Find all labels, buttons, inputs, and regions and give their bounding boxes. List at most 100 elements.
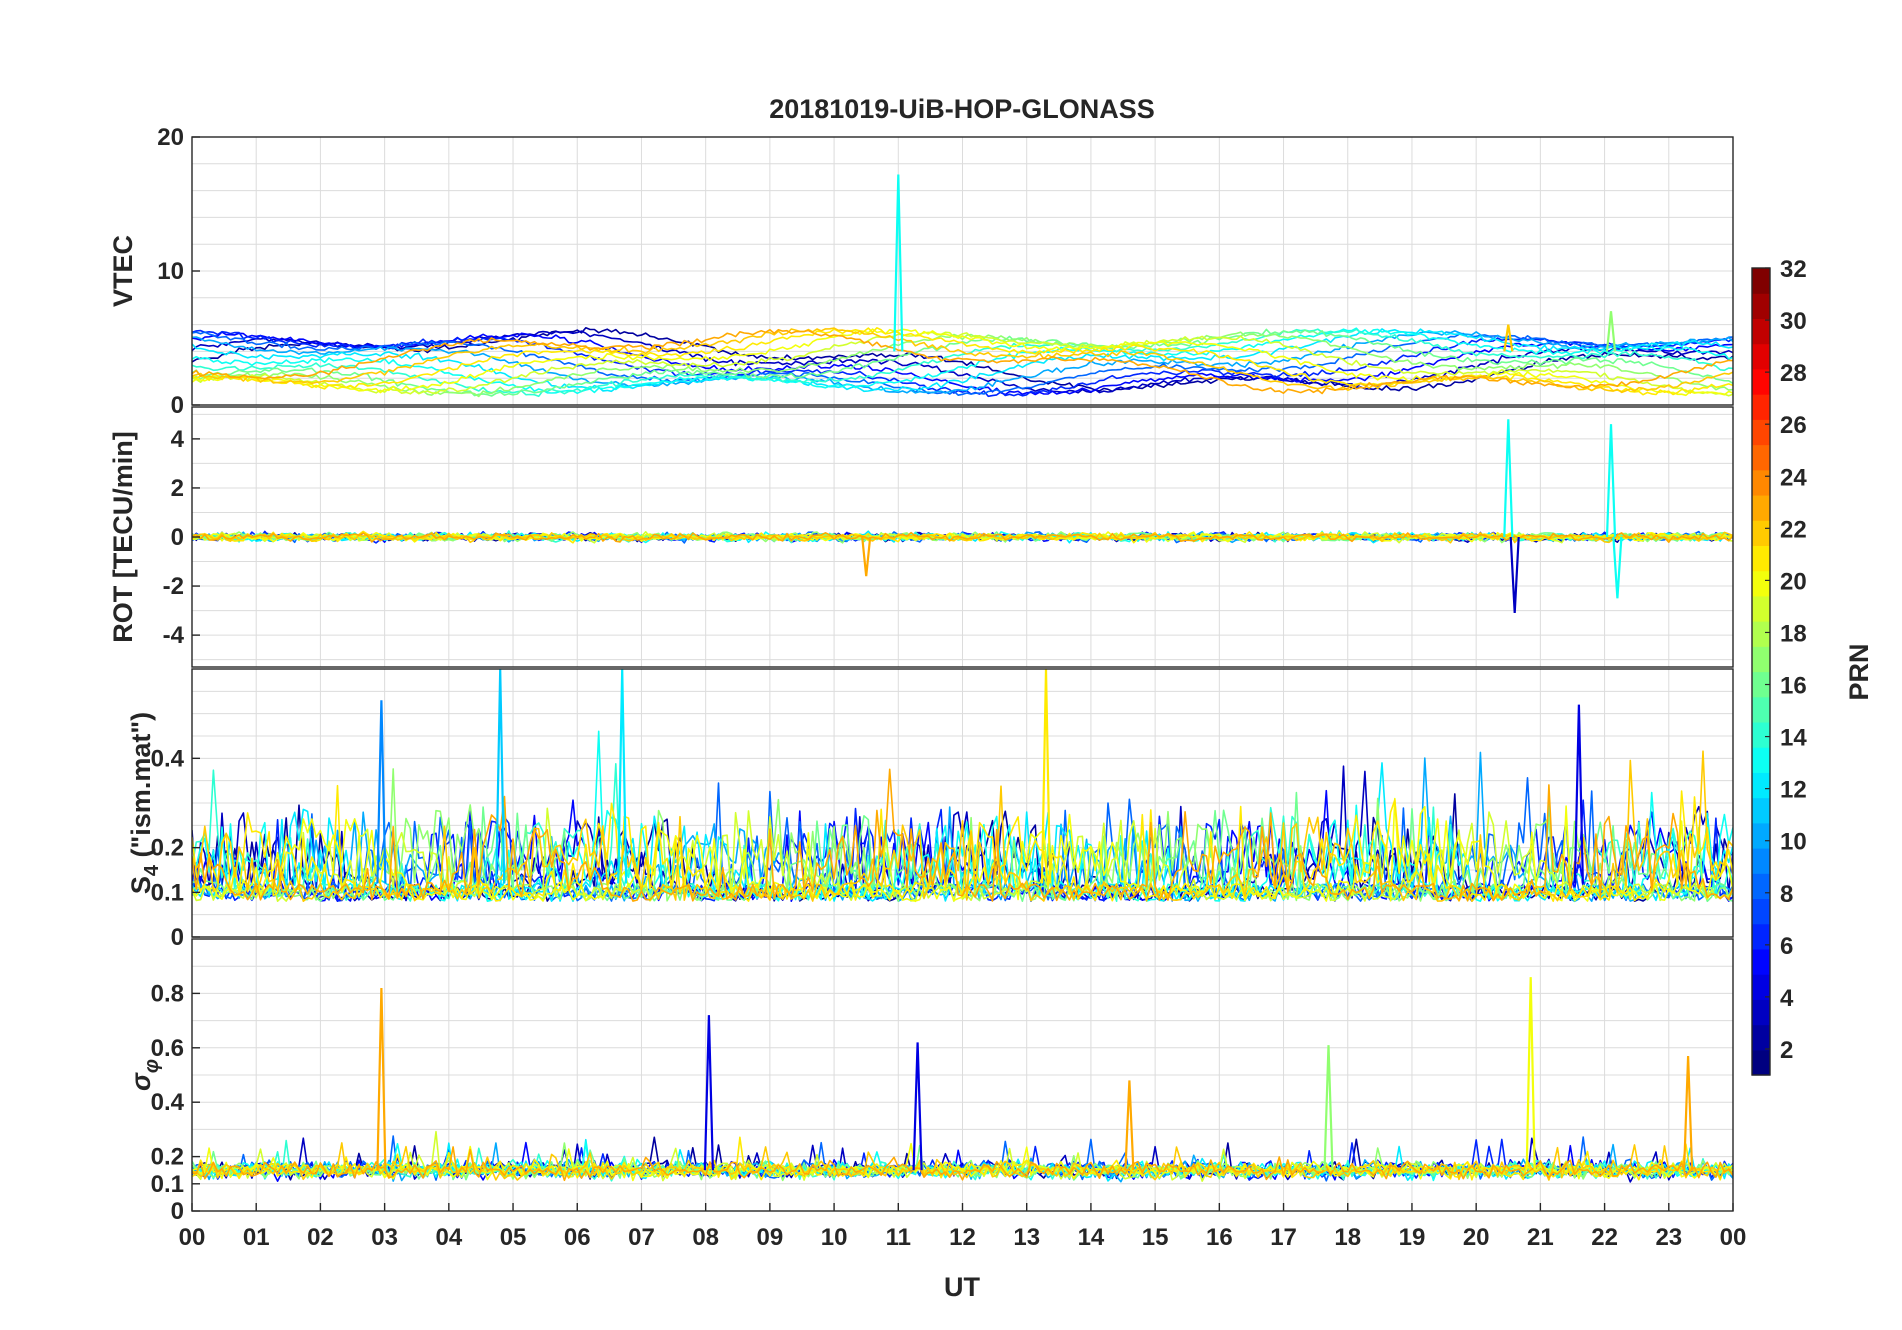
- traces: [192, 977, 1733, 1183]
- series-prn-5: [192, 331, 1733, 396]
- series-prn-8: [192, 331, 1733, 396]
- x-tick-label: 13: [1013, 1224, 1040, 1251]
- spike-1: [893, 174, 904, 352]
- colorbar-tick-label: 8: [1780, 881, 1793, 908]
- colorbar-tick-label: 18: [1780, 620, 1807, 647]
- y-tick-label: -2: [163, 573, 184, 600]
- y-tick-label: 0: [171, 524, 184, 551]
- traces: [192, 669, 1733, 903]
- x-axis-label: UT: [944, 1272, 980, 1302]
- y-tick-label: 20: [157, 124, 184, 151]
- colorbar-tick-label: 24: [1780, 464, 1807, 491]
- colorbar-band: [1752, 822, 1770, 849]
- spike-5: [1573, 704, 1584, 884]
- x-tick-label: 09: [757, 1224, 784, 1251]
- x-tick-label: 00: [1720, 1224, 1747, 1251]
- spike-3: [912, 1042, 923, 1171]
- x-tick-label: 00: [179, 1224, 206, 1251]
- y-tick-label: 0.8: [151, 980, 184, 1007]
- colorbar-band: [1752, 671, 1770, 698]
- colorbar-tick-label: 30: [1780, 308, 1807, 335]
- y-tick-label: 0.2: [151, 835, 184, 862]
- y-tick-label: 0.4: [151, 1089, 185, 1116]
- colorbar-band: [1752, 570, 1770, 597]
- colorbar-band: [1752, 444, 1770, 471]
- x-tick-label: 12: [949, 1224, 976, 1251]
- y-axis-label: ROT [TECU/min]: [108, 431, 138, 642]
- y-tick-label: 2: [171, 475, 184, 502]
- traces: [192, 174, 1733, 398]
- spike-4: [1040, 669, 1052, 884]
- series-prn-19: [192, 807, 1733, 903]
- colorbar-band: [1752, 318, 1770, 345]
- y-tick-label: 0.1: [151, 1171, 184, 1198]
- colorbar-tick-label: 14: [1780, 725, 1807, 752]
- x-tick-label: 08: [692, 1224, 719, 1251]
- colorbar-band: [1752, 923, 1770, 950]
- x-tick-label: 04: [435, 1224, 462, 1251]
- y-tick-label: 0.6: [151, 1035, 184, 1062]
- series-prn-23: [192, 328, 1733, 395]
- y-tick-label: 0.4: [151, 745, 185, 772]
- spike-4: [1612, 536, 1623, 599]
- colorbar-band: [1752, 268, 1770, 294]
- x-tick-label: 11: [886, 1224, 911, 1251]
- colorbar-band: [1752, 898, 1770, 925]
- colorbar-band: [1752, 974, 1770, 1000]
- spike-2: [495, 669, 506, 884]
- x-tick-label: 05: [500, 1224, 527, 1251]
- series-prn-21: [192, 1136, 1733, 1181]
- grid: [191, 136, 1734, 406]
- x-tick-label: 22: [1591, 1224, 1618, 1251]
- y-tick-label: 0.1: [151, 879, 184, 906]
- colorbar-band: [1752, 873, 1770, 900]
- panel-1: 0 10 20 VTEC: [108, 124, 1734, 419]
- panel-4: 00.10.2 0.4 0.6 0.8 σφ: [126, 938, 1734, 1225]
- colorbar-band: [1752, 999, 1770, 1026]
- colorbar-band: [1752, 1024, 1770, 1051]
- y-tick-label: 10: [157, 258, 184, 285]
- x-tick-label: 17: [1270, 1224, 1297, 1251]
- colorbar-tick-label: 28: [1780, 360, 1807, 387]
- y-tick-label: 0.2: [151, 1144, 184, 1171]
- colorbar-band: [1752, 343, 1770, 370]
- x-tick-label: 18: [1334, 1224, 1361, 1251]
- series-prn-13: [192, 327, 1733, 395]
- x-tick-label: 03: [371, 1224, 398, 1251]
- colorbar-band: [1752, 696, 1770, 723]
- colorbar-band: [1752, 621, 1770, 647]
- y-axis-label: VTEC: [108, 235, 138, 307]
- series-prn-10: [192, 330, 1733, 394]
- colorbar-frame: [1751, 267, 1771, 1076]
- y-axis-label: σφ: [126, 1059, 163, 1091]
- x-tick-label: 23: [1655, 1224, 1682, 1251]
- x-tick-label: 10: [821, 1224, 848, 1251]
- colorbar-tick-label: 2: [1780, 1037, 1793, 1064]
- colorbar-tick-label: 32: [1780, 256, 1807, 283]
- colorbar-tick-label: 10: [1780, 829, 1807, 856]
- spike-3: [617, 669, 628, 884]
- x-tick-label: 16: [1206, 1224, 1233, 1251]
- plot-frame: [191, 668, 1734, 938]
- spike-3: [1605, 424, 1617, 538]
- traces: [192, 419, 1733, 614]
- spike-2: [1509, 536, 1520, 614]
- y-tick-label: 0: [171, 392, 184, 419]
- x-tick-label: 06: [564, 1224, 591, 1251]
- x-tick-label: 21: [1527, 1224, 1554, 1251]
- spike-2: [1503, 324, 1514, 352]
- colorbar-tick-label: 22: [1780, 516, 1807, 543]
- x-tick-label: 15: [1142, 1224, 1169, 1251]
- colorbar-tick-label: 12: [1780, 777, 1807, 804]
- y-tick-label: 0: [171, 1198, 184, 1225]
- series-prn-20: [192, 328, 1733, 397]
- colorbar-band: [1752, 595, 1770, 622]
- colorbar-band: [1752, 797, 1770, 824]
- colorbar-tick-label: 26: [1780, 412, 1807, 439]
- x-tick-label: 02: [307, 1224, 334, 1251]
- chart-title: 20181019-UiB-HOP-GLONASS: [769, 94, 1155, 124]
- series-prn-23: [192, 1146, 1733, 1182]
